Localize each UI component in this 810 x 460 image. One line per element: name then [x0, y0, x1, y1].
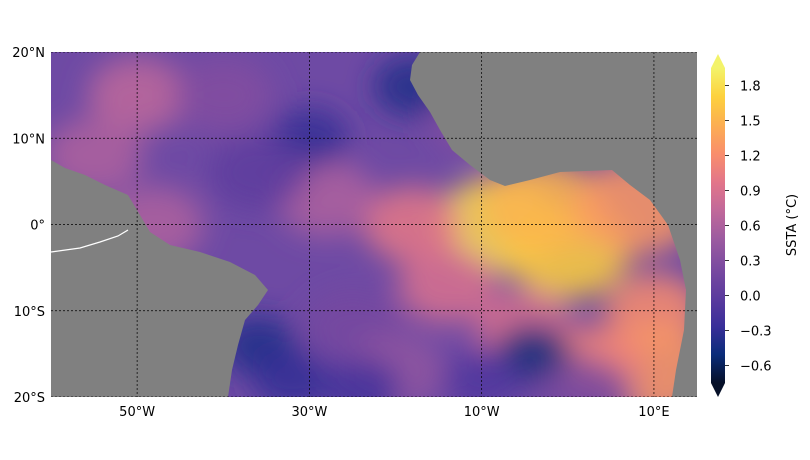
colorbar-tick-label: 0.6: [740, 220, 761, 235]
map-panel: [51, 52, 697, 397]
colorbar: 1.8 1.5 1.2 0.9 0.6 0.3 0.0 −0.3 −0.6 SSTA (°C): [711, 54, 800, 397]
gridlines: [51, 52, 697, 397]
colorbar-ticks: 1.8 1.5 1.2 0.9 0.6 0.3 0.0 −0.3 −0.6: [725, 80, 772, 375]
anomaly-blob: [397, 246, 497, 323]
lat-tick-label: 0°: [30, 219, 45, 234]
anomaly-blob: [442, 349, 521, 397]
colorbar-tick-label: −0.3: [740, 325, 772, 340]
colorbar-tick-label: 1.5: [740, 115, 761, 130]
lat-tick-label: 10°S: [14, 305, 45, 320]
colorbar-min-extension: [711, 383, 725, 397]
colorbar-tick-label: 1.8: [740, 80, 761, 95]
land-south-america: [51, 160, 268, 397]
longitude-tick-labels: 50°W 30°W 10°W 10°E: [119, 405, 669, 420]
colorbar-tick-label: 0.9: [740, 185, 761, 200]
lat-tick-label: 20°N: [12, 46, 45, 61]
amazon-river: [51, 229, 129, 253]
lon-tick-label: 10°E: [638, 405, 669, 420]
lon-tick-label: 30°W: [291, 405, 327, 420]
anomaly-blob: [322, 358, 401, 397]
colorbar-tick-label: −0.6: [740, 360, 772, 375]
anomaly-blob: [87, 57, 187, 134]
colorbar-tick-label: 1.2: [740, 150, 761, 165]
colorbar-tick-label: 0.3: [740, 255, 761, 270]
land-africa: [410, 52, 697, 397]
colorbar-max-extension: [711, 54, 725, 68]
anomaly-blob: [535, 359, 635, 397]
anomaly-blob: [208, 134, 308, 211]
colorbar-gradient: [711, 68, 725, 383]
colorbar-tick-label: 0.0: [740, 290, 761, 305]
lat-tick-label: 20°S: [14, 391, 45, 406]
anomaly-blob: [173, 57, 273, 134]
lon-tick-label: 50°W: [119, 405, 155, 420]
lat-tick-label: 10°N: [12, 132, 45, 147]
lon-tick-label: 10°W: [464, 405, 500, 420]
anomaly-blob: [253, 349, 332, 397]
latitude-tick-labels: 20°N 10°N 0° 10°S 20°S: [12, 46, 45, 406]
colorbar-label: SSTA (°C): [785, 194, 800, 256]
